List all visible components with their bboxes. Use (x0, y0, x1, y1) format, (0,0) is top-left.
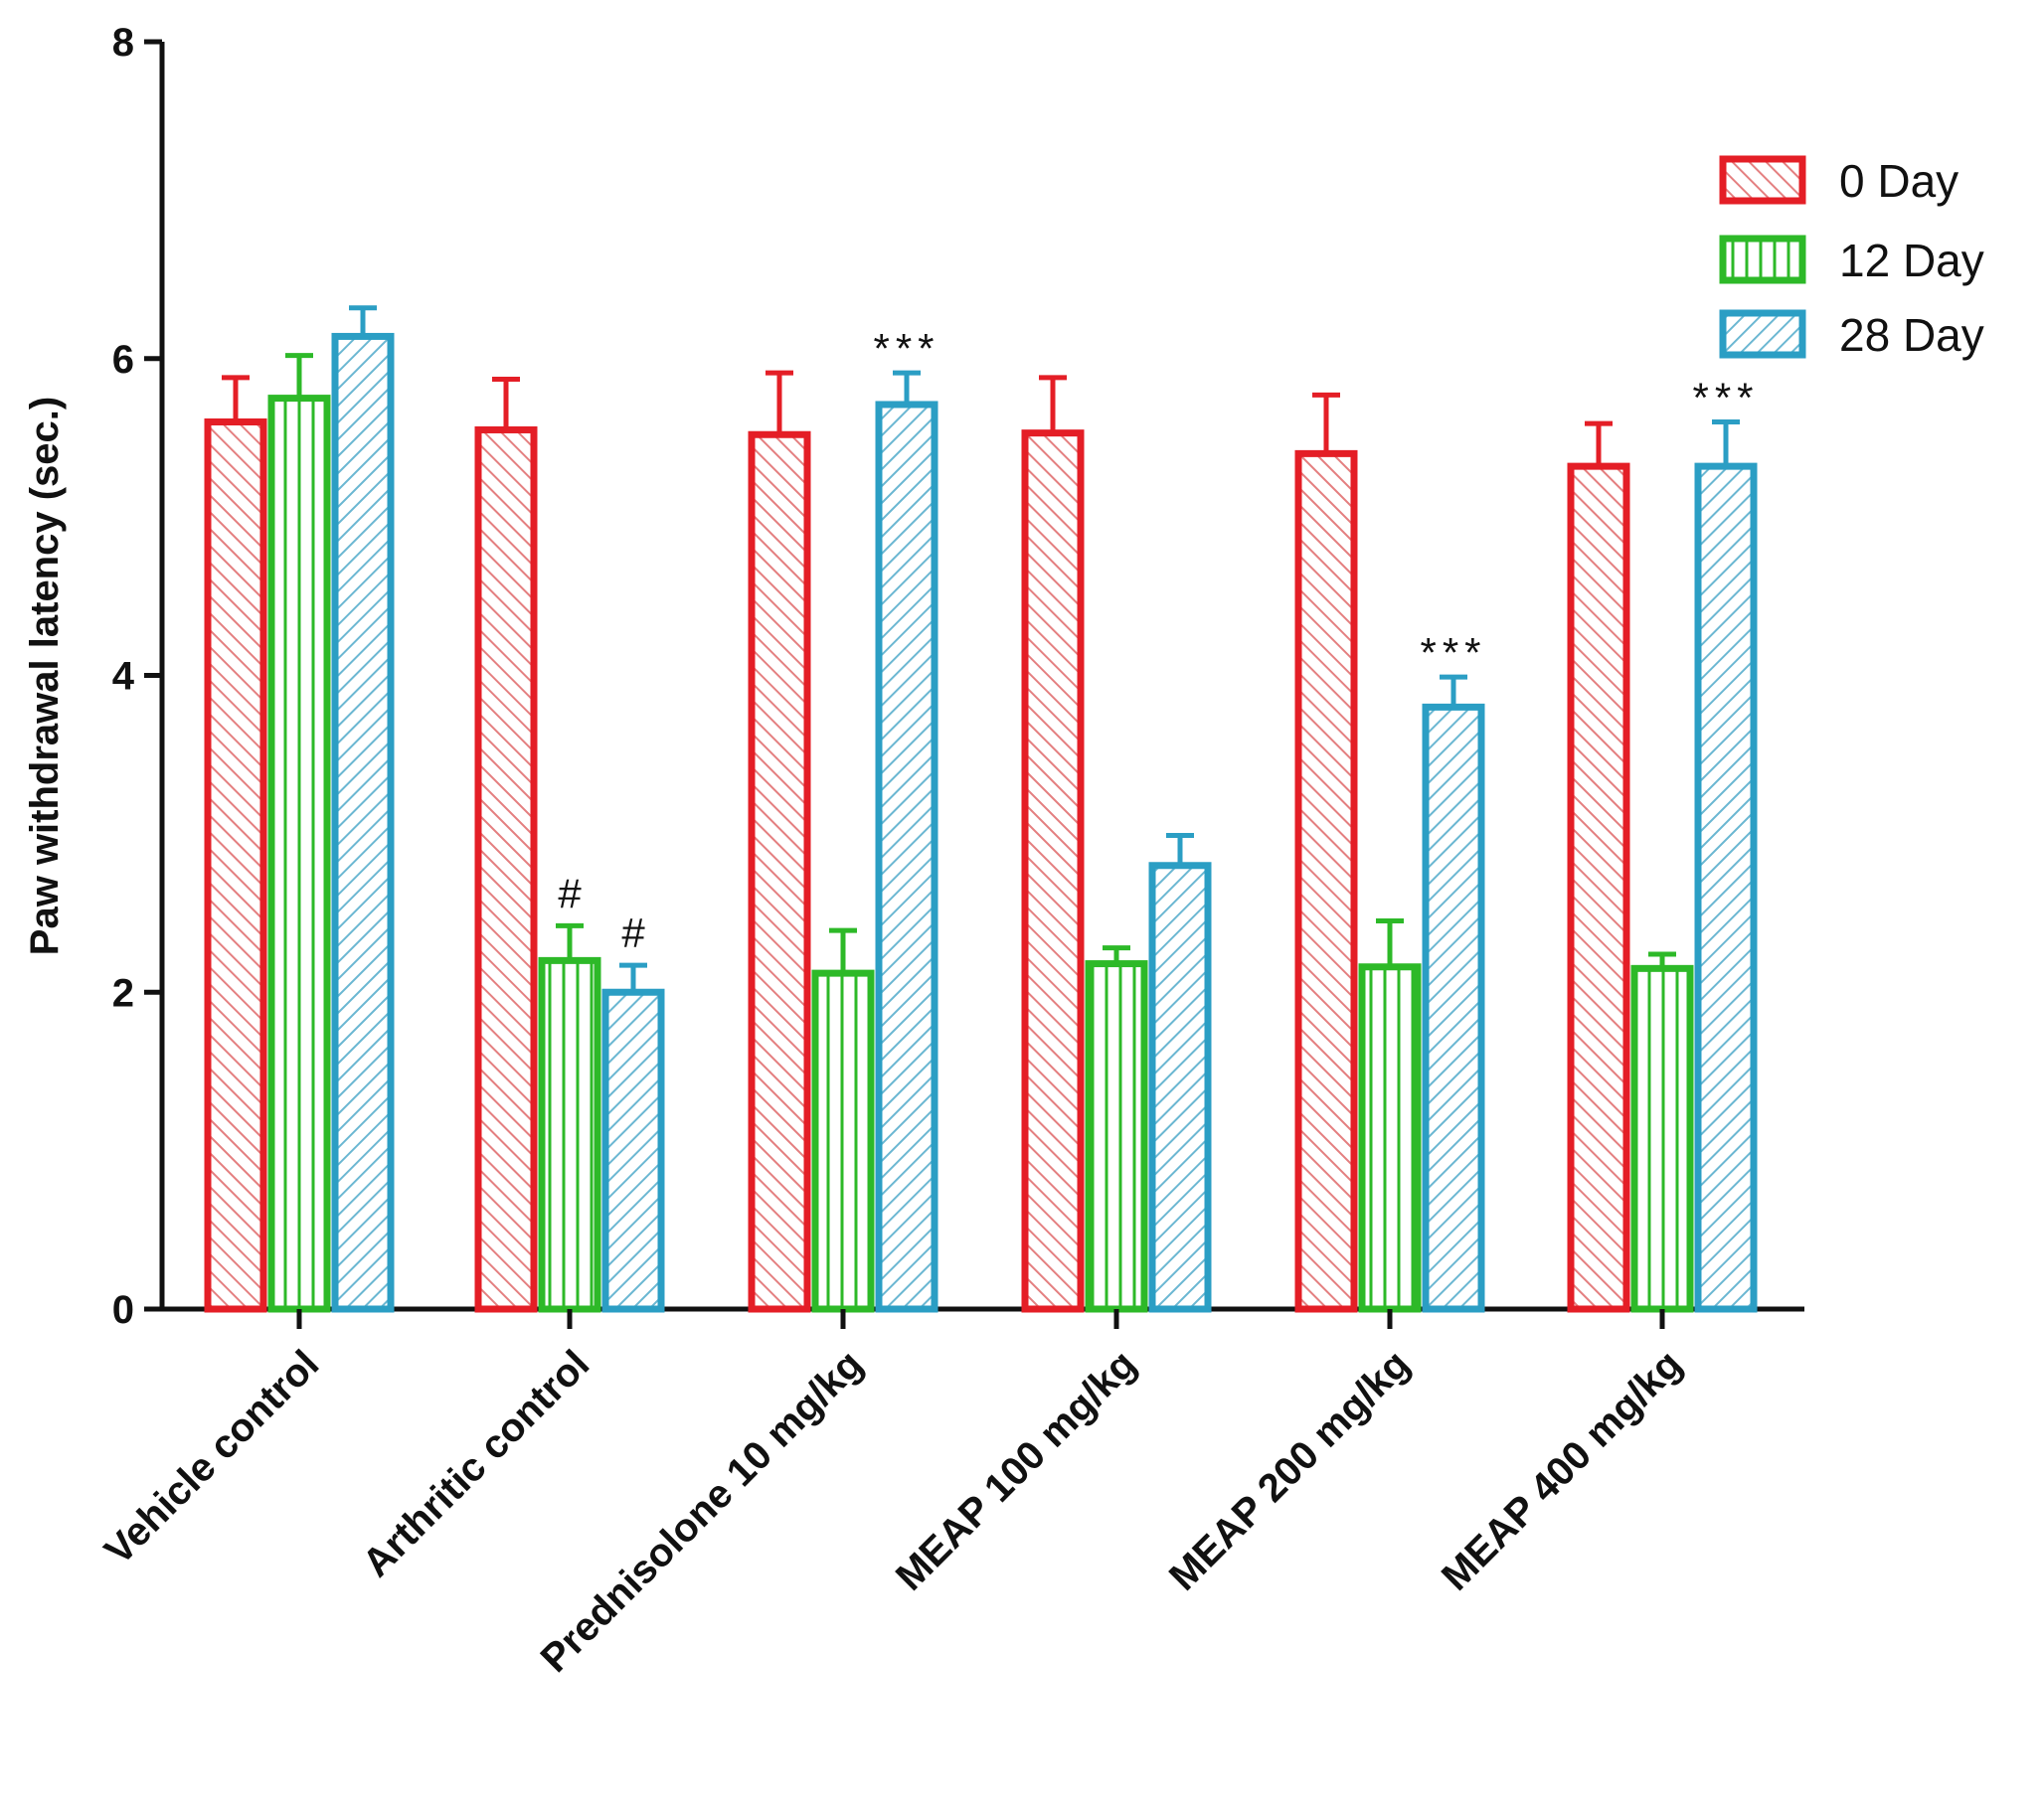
bar-28-day (1694, 462, 1758, 1313)
bar-28-day (875, 401, 938, 1313)
bar-28-day (1148, 862, 1212, 1313)
bar-0-day (1294, 449, 1358, 1313)
legend-label-28-day: 28 Day (1839, 309, 1984, 361)
bar-12-day (811, 969, 875, 1313)
bar-12-day (1630, 964, 1694, 1313)
legend: 0 Day 12 Day 28 Day (1719, 155, 1984, 361)
bar-12-day (267, 395, 331, 1313)
bar-0-day (1021, 429, 1085, 1313)
y-tick-label: 2 (112, 971, 134, 1015)
legend-swatch-0-day (1719, 155, 1806, 205)
y-axis-title: Paw withdrawal latency (sec.) (23, 397, 67, 955)
bars: # # *** *** *** (204, 305, 1759, 1313)
category-label: MEAP 100 mg/kg (888, 1342, 1145, 1599)
bar-28-day (1422, 703, 1485, 1313)
bar-0-day (204, 418, 267, 1313)
bar-28-day (601, 988, 665, 1313)
y-tick-label: 0 (112, 1288, 134, 1332)
bar-0-day (748, 430, 811, 1313)
y-axis-ticks: 0 2 4 6 8 (112, 21, 162, 1332)
bar-0-day (474, 425, 538, 1313)
y-tick-label: 6 (112, 338, 134, 382)
bar-12-day (1085, 960, 1148, 1313)
category-label: MEAP 200 mg/kg (1161, 1342, 1419, 1599)
legend-label-0-day: 0 Day (1839, 155, 1959, 207)
bar-12-day (1358, 963, 1422, 1313)
significance-marker: *** (873, 325, 939, 372)
bar-28-day (331, 332, 395, 1313)
y-tick-label: 4 (112, 655, 135, 699)
category-label: Arthritic control (355, 1342, 598, 1585)
bar-12-day (538, 956, 601, 1313)
significance-marker: # (558, 870, 582, 916)
significance-marker: *** (1692, 375, 1759, 421)
legend-swatch-28-day (1719, 309, 1806, 359)
significance-marker: # (621, 909, 645, 956)
category-label: Prednisolone 10 mg/kg (533, 1342, 872, 1681)
category-label: Vehicle control (96, 1342, 327, 1572)
legend-swatch-12-day (1719, 235, 1806, 284)
legend-label-12-day: 12 Day (1839, 235, 1984, 286)
category-label: MEAP 400 mg/kg (1434, 1342, 1691, 1599)
bar-0-day (1567, 462, 1630, 1313)
y-tick-label: 8 (112, 21, 134, 65)
significance-marker: *** (1420, 629, 1486, 676)
category-labels: Vehicle control Arthritic controlPredniso… (96, 1309, 1690, 1681)
